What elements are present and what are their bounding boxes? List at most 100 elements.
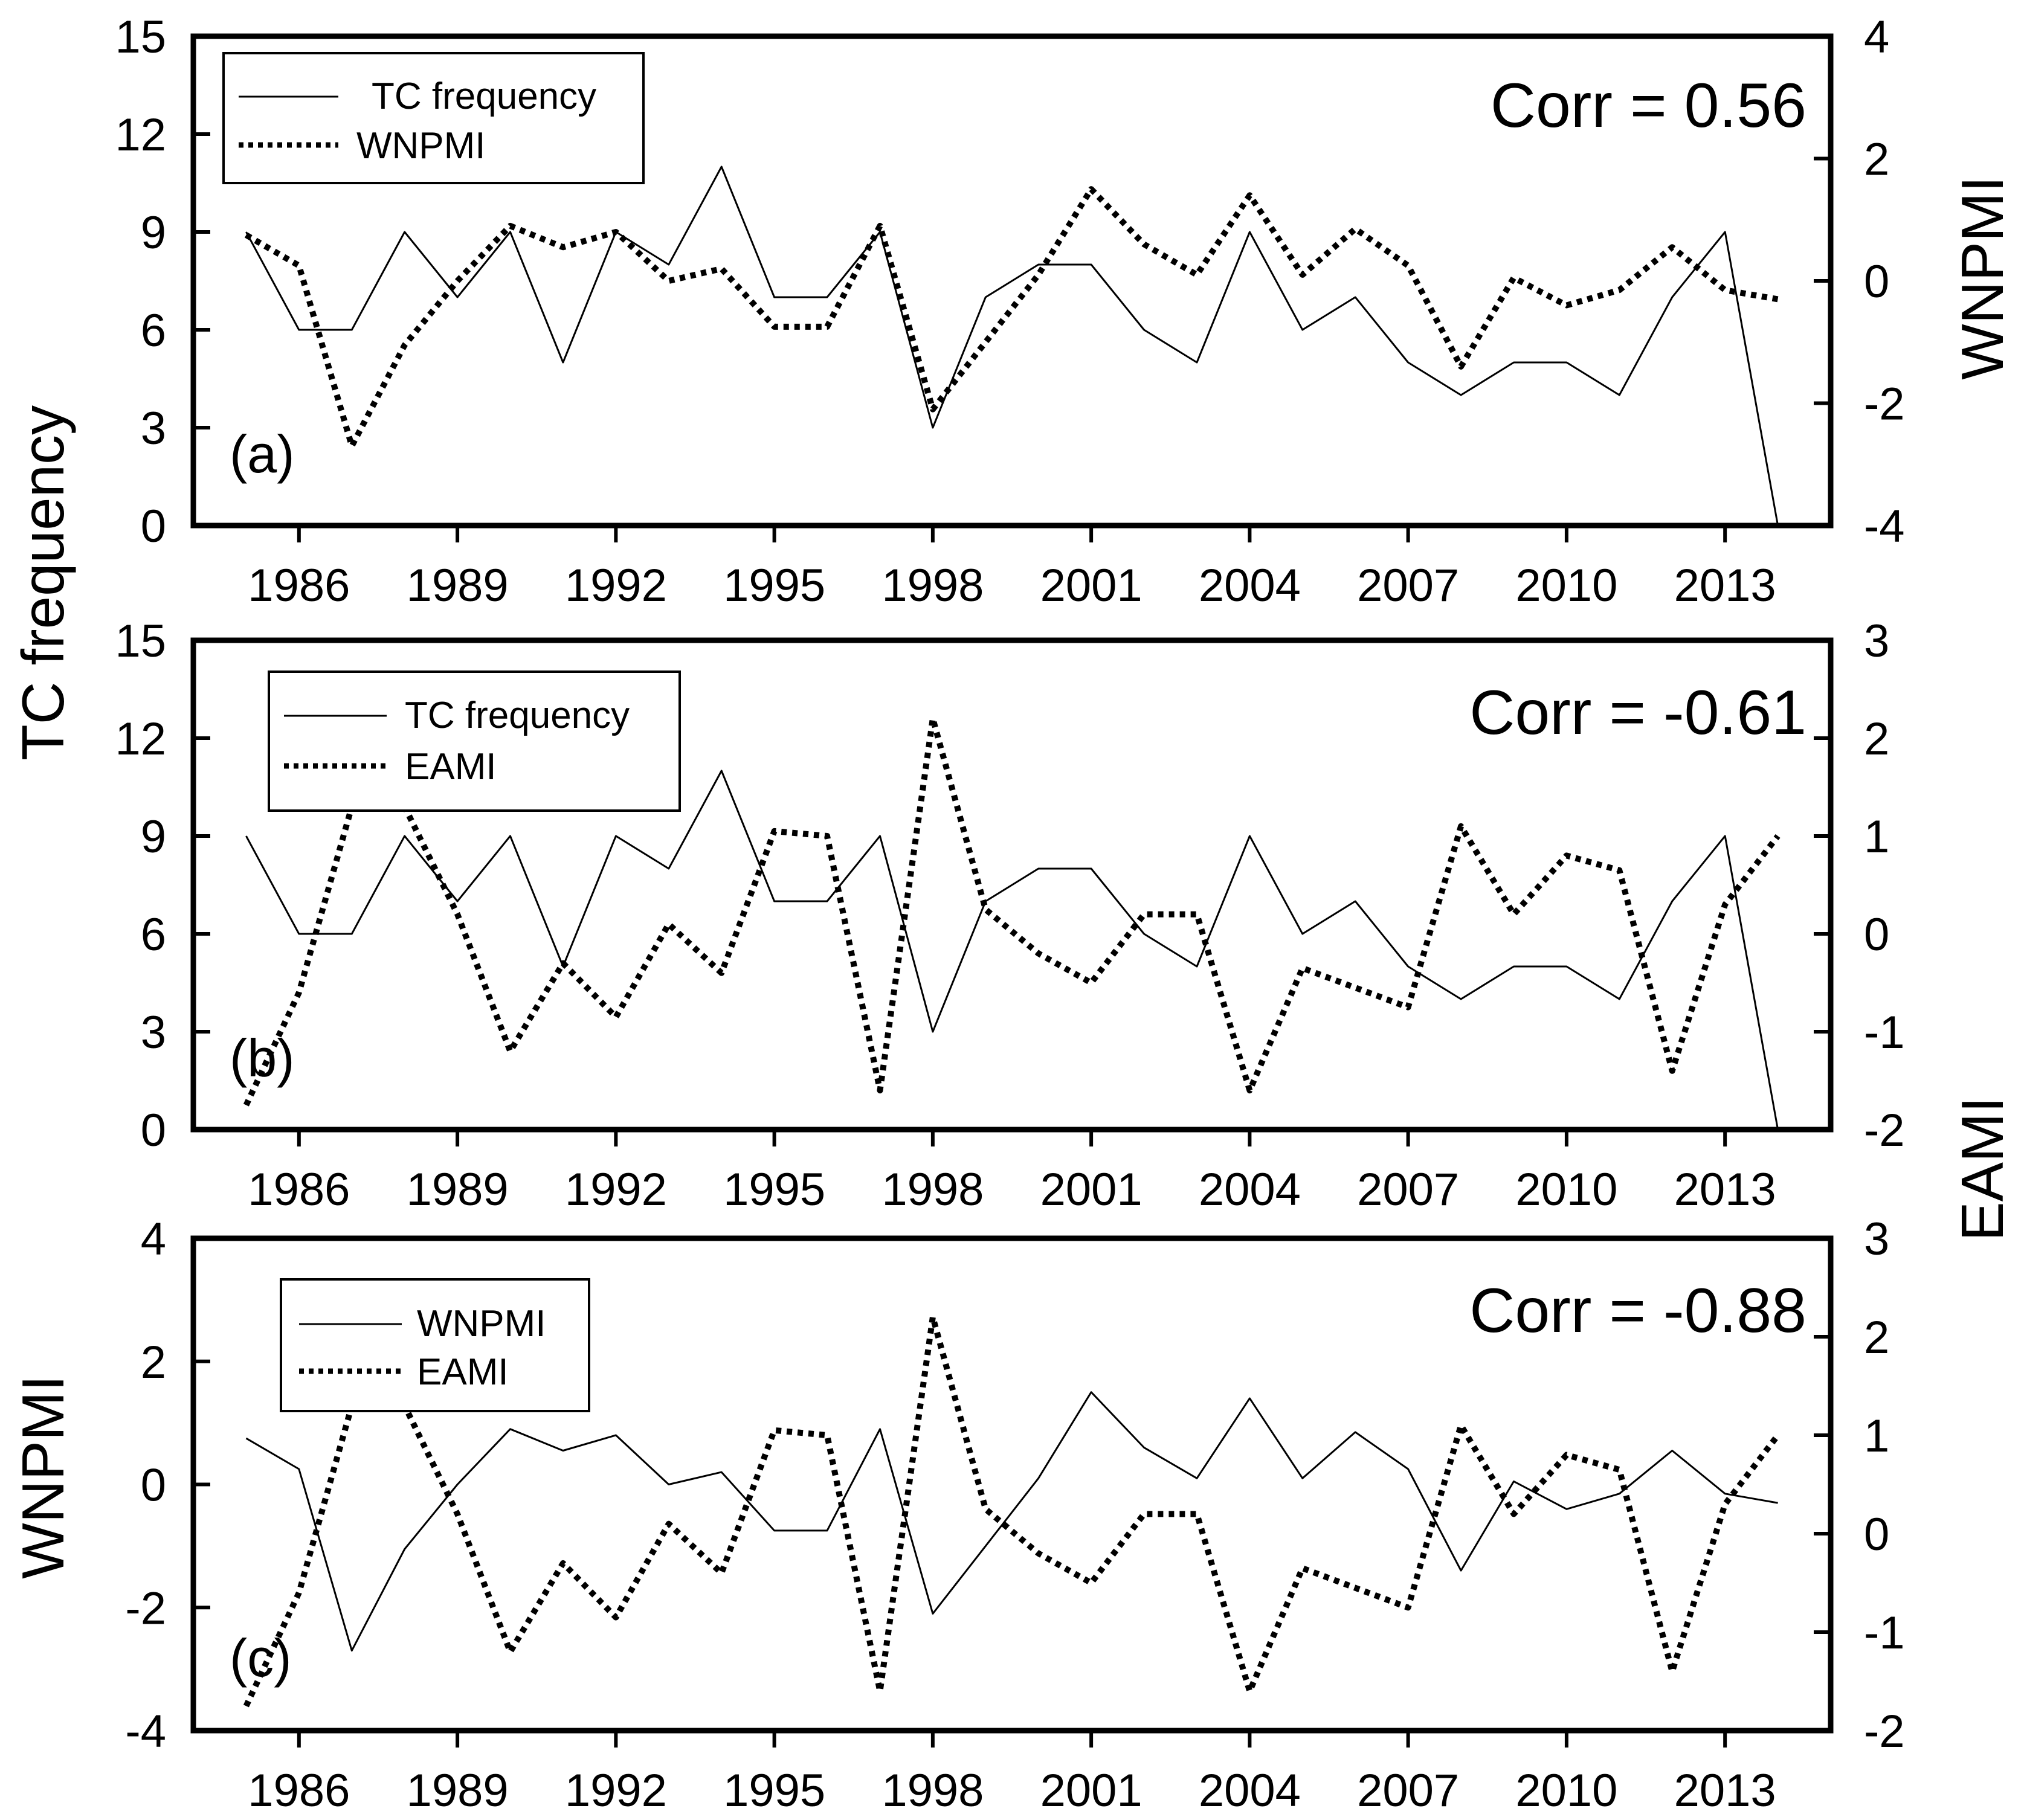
- xtick-label: 1986: [248, 1164, 350, 1215]
- xtick-label: 1989: [407, 560, 509, 611]
- xtick-label: 2007: [1357, 1765, 1459, 1816]
- series-line-eami-c: [243, 1314, 1781, 1708]
- xtick-label: 1986: [248, 1765, 350, 1816]
- ytick-label-right: 0: [1864, 256, 1889, 307]
- ytick-label-right: 0: [1864, 909, 1889, 960]
- ylabel-right-eami: EAMI: [1949, 1096, 2016, 1241]
- series-line-tc_frequency-a: [245, 166, 1779, 526]
- ytick-label-right: -2: [1864, 379, 1905, 430]
- ticks-layer-c: 1986 1989 1992 1995 1998 2001 2004 2007 2010 2013…: [125, 1214, 1904, 1816]
- series-line-wnpmi-a: [244, 186, 1779, 449]
- ytick-label-right: 2: [1864, 713, 1889, 765]
- xtick-label: 1995: [723, 560, 825, 611]
- legend-a: TC frequency WNPMI: [222, 52, 645, 184]
- corr-label-c: Corr = -0.88: [1469, 1276, 1806, 1346]
- series-line-eami-b: [243, 715, 1781, 1107]
- xtick-label: 2010: [1515, 1765, 1617, 1816]
- xtick-label: 1992: [565, 560, 667, 611]
- ticks-layer-b: 1986 1989 1992 1995 1998 2001 2004 2007 2010 2013…: [115, 616, 1904, 1215]
- xtick-label: 2013: [1674, 1765, 1776, 1816]
- ytick-label-left: 3: [141, 1007, 166, 1058]
- ytick-label-right: -2: [1864, 1105, 1905, 1156]
- xtick-label: 1992: [565, 1164, 667, 1215]
- ylabel-left-wnpmi: WNPMI: [10, 1375, 76, 1579]
- corr-label-a: Corr = 0.56: [1491, 71, 1806, 141]
- ytick-label-left: 0: [141, 501, 166, 552]
- legend-solid-label-c: WNPMI: [417, 1303, 546, 1345]
- series-layer-c: [243, 1314, 1781, 1708]
- ytick-label-left: 0: [141, 1105, 166, 1156]
- xtick-label: 2007: [1357, 560, 1459, 611]
- xtick-label: 1986: [248, 560, 350, 611]
- ytick-label-left: 6: [141, 909, 166, 960]
- series-layer-a: [244, 166, 1779, 526]
- ticks-layer-a: 1986 1989 1992 1995 1998 2001 2004 2007 2010 2013…: [115, 11, 1904, 611]
- ytick-label-left: -4: [125, 1706, 166, 1757]
- xtick-label: 1995: [723, 1164, 825, 1215]
- xtick-label: 1998: [881, 1164, 984, 1215]
- legend-solid-label-a: TC frequency: [372, 76, 596, 117]
- xtick-label: 1989: [407, 1765, 509, 1816]
- ytick-label-left: 0: [141, 1460, 166, 1511]
- ytick-label-left: 9: [141, 207, 166, 259]
- xtick-label: 2007: [1357, 1164, 1459, 1215]
- xtick-label: 2010: [1515, 560, 1617, 611]
- ytick-label-right: 1: [1864, 811, 1889, 863]
- panel-label-b: (b): [230, 1028, 295, 1088]
- ytick-label-right: 2: [1864, 1312, 1889, 1363]
- legend-c: WNPMI EAMI: [280, 1278, 590, 1412]
- ytick-label-left: 6: [141, 305, 166, 356]
- legend-dotted-label-b: EAMI: [405, 746, 497, 788]
- panel-label-c: (c): [230, 1628, 292, 1688]
- xtick-label: 2004: [1199, 1164, 1301, 1215]
- ytick-label-left: -2: [125, 1583, 166, 1634]
- series-layer-b: [243, 715, 1781, 1130]
- plot-frame-b: [190, 637, 1834, 1133]
- xtick-label: 2004: [1199, 1765, 1301, 1816]
- panel-label-a: (a): [230, 424, 295, 484]
- ytick-label-left: 15: [115, 616, 166, 667]
- panel-b: 1986 1989 1992 1995 1998 2001 2004 2007 2010 2013…: [115, 616, 1904, 1215]
- ytick-label-right: 1: [1864, 1410, 1889, 1462]
- legend-box-a: [222, 52, 645, 184]
- legend-b: TC frequency EAMI: [268, 670, 681, 812]
- xtick-label: 1992: [565, 1765, 667, 1816]
- ytick-label-left: 4: [141, 1214, 166, 1265]
- xtick-label: 2001: [1040, 1765, 1143, 1816]
- ylabel-right-wnpmi: WNPMI: [1949, 176, 2016, 380]
- ytick-label-right: -4: [1864, 501, 1905, 552]
- ylabel-left-tc-frequency: TC frequency: [10, 405, 76, 760]
- ytick-label-right: -2: [1864, 1706, 1905, 1757]
- legend-dotted-label-a: WNPMI: [356, 125, 486, 167]
- xtick-label: 1995: [723, 1765, 825, 1816]
- ytick-label-right: 4: [1864, 11, 1889, 63]
- panel-a: 1986 1989 1992 1995 1998 2001 2004 2007 2010 2013…: [115, 11, 1904, 611]
- ytick-label-left: 2: [141, 1337, 166, 1388]
- xtick-label: 2013: [1674, 560, 1776, 611]
- ytick-label-left: 3: [141, 403, 166, 454]
- ytick-label-right: -1: [1864, 1007, 1905, 1058]
- xtick-label: 1989: [407, 1164, 509, 1215]
- ytick-label-right: 2: [1864, 134, 1889, 185]
- ytick-label-right: 3: [1864, 616, 1889, 667]
- legend-dotted-label-c: EAMI: [417, 1351, 509, 1393]
- xtick-label: 1998: [881, 560, 984, 611]
- legend-box-b: [268, 670, 681, 812]
- ytick-label-left: 9: [141, 811, 166, 863]
- panel-c: 1986 1989 1992 1995 1998 2001 2004 2007 2010 2013…: [125, 1214, 1904, 1816]
- ytick-label-left: 12: [115, 713, 166, 765]
- series-line-tc_frequency-b: [245, 770, 1779, 1130]
- xtick-label: 2004: [1199, 560, 1301, 611]
- xtick-label: 2001: [1040, 1164, 1143, 1215]
- legend-box-c: [280, 1278, 590, 1412]
- ytick-label-left: 12: [115, 109, 166, 161]
- ytick-label-right: 3: [1864, 1214, 1889, 1265]
- series-line-wnpmi-c: [245, 1391, 1778, 1652]
- xtick-label: 2013: [1674, 1164, 1776, 1215]
- ytick-label-right: 0: [1864, 1509, 1889, 1560]
- xtick-label: 2010: [1515, 1164, 1617, 1215]
- xtick-label: 1998: [881, 1765, 984, 1816]
- xtick-label: 2001: [1040, 560, 1143, 611]
